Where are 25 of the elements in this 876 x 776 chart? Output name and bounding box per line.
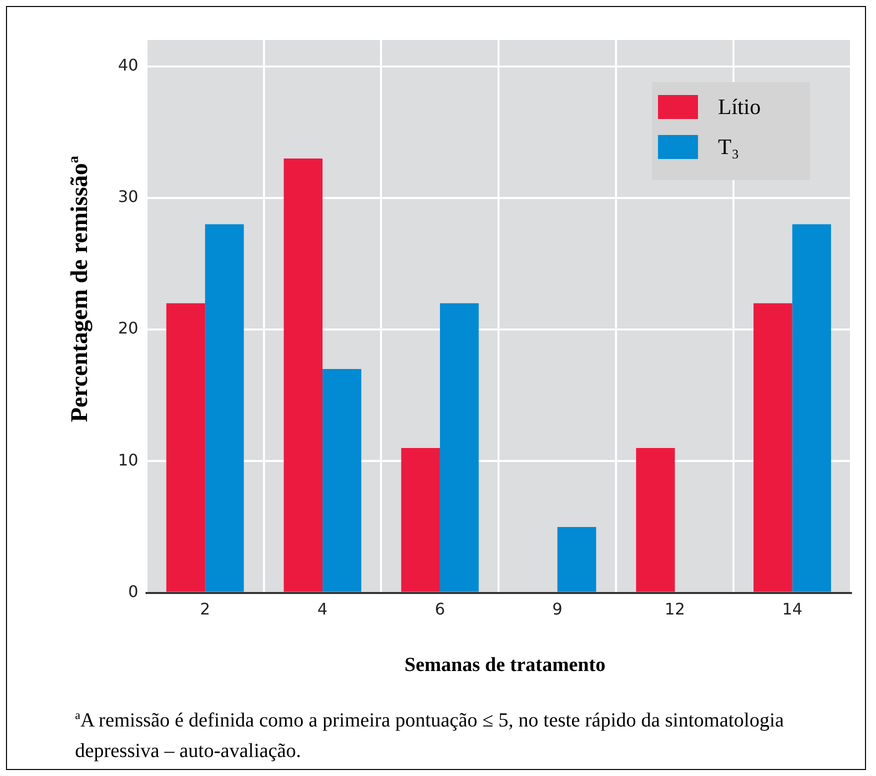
x-tick-label: 9 — [552, 600, 562, 619]
bar — [754, 303, 792, 592]
y-tick-label: 30 — [118, 187, 138, 206]
legend-label: Lítio — [718, 94, 761, 120]
x-tick-label: 6 — [434, 600, 446, 619]
text: $^{a}$A remissão é definida como a primeira pontuação ≤ 5, no teste rápido da sintomatologia depressiva – auto-avaliação. — [75, 707, 785, 764]
bar — [440, 303, 479, 592]
x-axis-title: Semanas de tratamento — [403, 654, 607, 677]
x-tick-label: 4 — [317, 600, 328, 619]
x-tick-label: 12 — [664, 600, 686, 619]
bar — [401, 448, 440, 592]
bar — [557, 526, 596, 592]
x-tick-label: 14 — [782, 600, 802, 619]
y-tick-label: 0 — [128, 582, 138, 601]
bar — [284, 158, 323, 592]
legend-label: T₃ — [718, 134, 740, 160]
bar — [166, 303, 206, 592]
y-tick-label: 10 — [118, 450, 138, 470]
y-tick-label: 40 — [118, 55, 138, 74]
bar — [205, 224, 244, 592]
bar — [636, 448, 675, 592]
bar — [322, 369, 362, 592]
y-tick-label: 20 — [118, 318, 138, 338]
bar — [792, 224, 832, 592]
x-tick-label: 2 — [200, 600, 210, 619]
